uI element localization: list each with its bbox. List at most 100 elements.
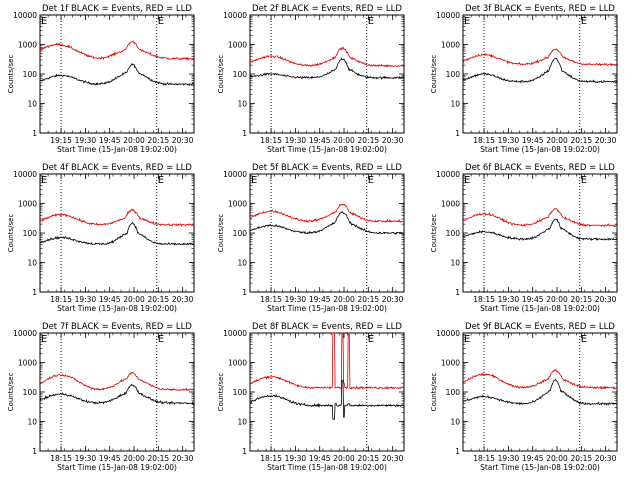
- events-series-line: [462, 58, 618, 84]
- x-tick-label: 19:30: [498, 454, 520, 463]
- x-axis-label: Start Time (15-Jan-08 19:02:00): [267, 463, 387, 472]
- y-tick-label: 10000: [223, 329, 247, 338]
- x-tick-label: 20:00: [333, 454, 355, 463]
- x-tick-label: 20:30: [172, 295, 194, 304]
- plot-frame: [462, 173, 618, 293]
- plot-frame: [39, 173, 195, 293]
- x-tick-label: 20:15: [358, 136, 380, 145]
- panel-title: Det 6f BLACK = Events, RED = LLD: [465, 163, 615, 173]
- x-axis-label: Start Time (15-Jan-08 19:02:00): [480, 145, 600, 154]
- x-tick-label: 19:30: [498, 295, 520, 304]
- y-tick-label: 10000: [223, 11, 247, 20]
- y-tick-label: 100: [23, 388, 38, 397]
- y-tick-label: 10: [237, 259, 247, 268]
- panel-title: Det 2f BLACK = Events, RED = LLD: [252, 4, 402, 14]
- y-axis-label: Counts/sec: [217, 373, 225, 412]
- y-tick-label: 10000: [13, 170, 37, 179]
- events-series-line: [39, 63, 195, 87]
- y-tick-label: 100: [446, 388, 461, 397]
- x-tick-label: 20:00: [546, 295, 568, 304]
- y-tick-label: 10000: [223, 170, 247, 179]
- x-tick-label: 20:30: [382, 454, 404, 463]
- events-series-line: [249, 379, 404, 420]
- corner-label: E: [464, 175, 470, 186]
- y-tick-label: 100: [233, 70, 248, 79]
- events-series-line: [462, 218, 617, 242]
- y-tick-label: 1: [242, 447, 247, 456]
- y-tick-label: 1: [455, 447, 460, 456]
- y-tick-label: 10000: [13, 11, 37, 20]
- lld-series-line: [249, 46, 405, 68]
- lld-series-line: [249, 203, 405, 224]
- x-axis-label: Start Time (15-Jan-08 19:02:00): [57, 463, 177, 472]
- x-tick-label: 20:30: [595, 136, 617, 145]
- x-tick-label: 19:30: [75, 136, 97, 145]
- y-tick-label: 100: [23, 70, 38, 79]
- y-axis-label: Counts/sec: [7, 55, 15, 94]
- x-tick-label: 18:15: [50, 454, 72, 463]
- y-tick-label: 10: [237, 100, 247, 109]
- x-tick-label: 19:30: [75, 454, 97, 463]
- x-tick-label: 20:15: [571, 295, 593, 304]
- x-axis-label: Start Time (15-Jan-08 19:02:00): [57, 304, 177, 313]
- y-axis-label: Counts/sec: [430, 214, 438, 253]
- x-tick-label: 20:30: [382, 295, 404, 304]
- panel-title: Det 9f BLACK = Events, RED = LLD: [465, 322, 615, 332]
- x-tick-label: 19:45: [522, 454, 544, 463]
- events-series-line: [39, 383, 195, 406]
- y-tick-label: 1000: [228, 359, 247, 368]
- plot-frame: [39, 332, 195, 452]
- x-tick-label: 20:15: [358, 295, 380, 304]
- x-tick-label: 20:30: [172, 136, 194, 145]
- panel-det-9: Det 9f BLACK = Events, RED = LLD 1 10 100 10…: [430, 322, 618, 472]
- x-axis-label: Start Time (15-Jan-08 19:02:00): [267, 145, 387, 154]
- x-tick-label: 19:30: [285, 136, 307, 145]
- y-tick-label: 100: [446, 70, 461, 79]
- panel-det-6: Det 6f BLACK = Events, RED = LLD 1 10 100 10…: [430, 163, 618, 313]
- x-tick-label: 20:15: [148, 295, 170, 304]
- lld-series-line: [39, 40, 194, 62]
- y-tick-label: 1000: [441, 200, 460, 209]
- y-axis-label: Counts/sec: [430, 55, 438, 94]
- plot-frame: [249, 332, 405, 452]
- x-tick-label: 18:15: [473, 136, 495, 145]
- y-axis-label: Counts/sec: [217, 214, 225, 253]
- corner-label: E: [368, 16, 374, 27]
- x-tick-label: 20:30: [595, 454, 617, 463]
- lld-series-line: [39, 208, 194, 227]
- x-tick-label: 19:45: [99, 136, 121, 145]
- corner-label: E: [581, 334, 587, 345]
- x-tick-label: 20:15: [358, 454, 380, 463]
- panel-det-4: Det 4f BLACK = Events, RED = LLD 1 10 100 10…: [7, 163, 195, 313]
- panel-det-8: Det 8f BLACK = Events, RED = LLD 1 10 100 10…: [217, 322, 405, 472]
- events-series-line: [249, 57, 405, 80]
- x-tick-label: 20:15: [571, 136, 593, 145]
- x-tick-label: 20:15: [148, 454, 170, 463]
- corner-label: E: [41, 175, 47, 186]
- y-tick-label: 1: [32, 129, 37, 138]
- x-tick-label: 19:45: [99, 295, 121, 304]
- y-tick-label: 1: [242, 129, 247, 138]
- x-tick-label: 20:00: [546, 136, 568, 145]
- x-tick-label: 18:15: [260, 454, 282, 463]
- panel-det-5: Det 5f BLACK = Events, RED = LLD 1 10 100 10…: [217, 163, 405, 313]
- corner-label: E: [158, 16, 164, 27]
- x-tick-label: 19:45: [99, 454, 121, 463]
- x-tick-label: 20:30: [382, 136, 404, 145]
- y-tick-label: 10000: [436, 329, 460, 338]
- plot-frame: [462, 332, 618, 452]
- y-axis-label: Counts/sec: [7, 373, 15, 412]
- corner-label: E: [41, 16, 47, 27]
- y-axis-label: Counts/sec: [217, 55, 225, 94]
- y-tick-label: 1000: [441, 359, 460, 368]
- x-tick-label: 19:45: [309, 295, 331, 304]
- lld-series-line: [39, 371, 194, 392]
- x-tick-label: 20:00: [123, 454, 145, 463]
- y-tick-label: 1000: [18, 41, 37, 50]
- corner-label: E: [464, 334, 470, 345]
- y-tick-label: 1000: [228, 41, 247, 50]
- x-tick-label: 19:30: [285, 295, 307, 304]
- y-tick-label: 10: [450, 259, 460, 268]
- corner-label: E: [368, 175, 374, 186]
- y-axis-label: Counts/sec: [430, 373, 438, 412]
